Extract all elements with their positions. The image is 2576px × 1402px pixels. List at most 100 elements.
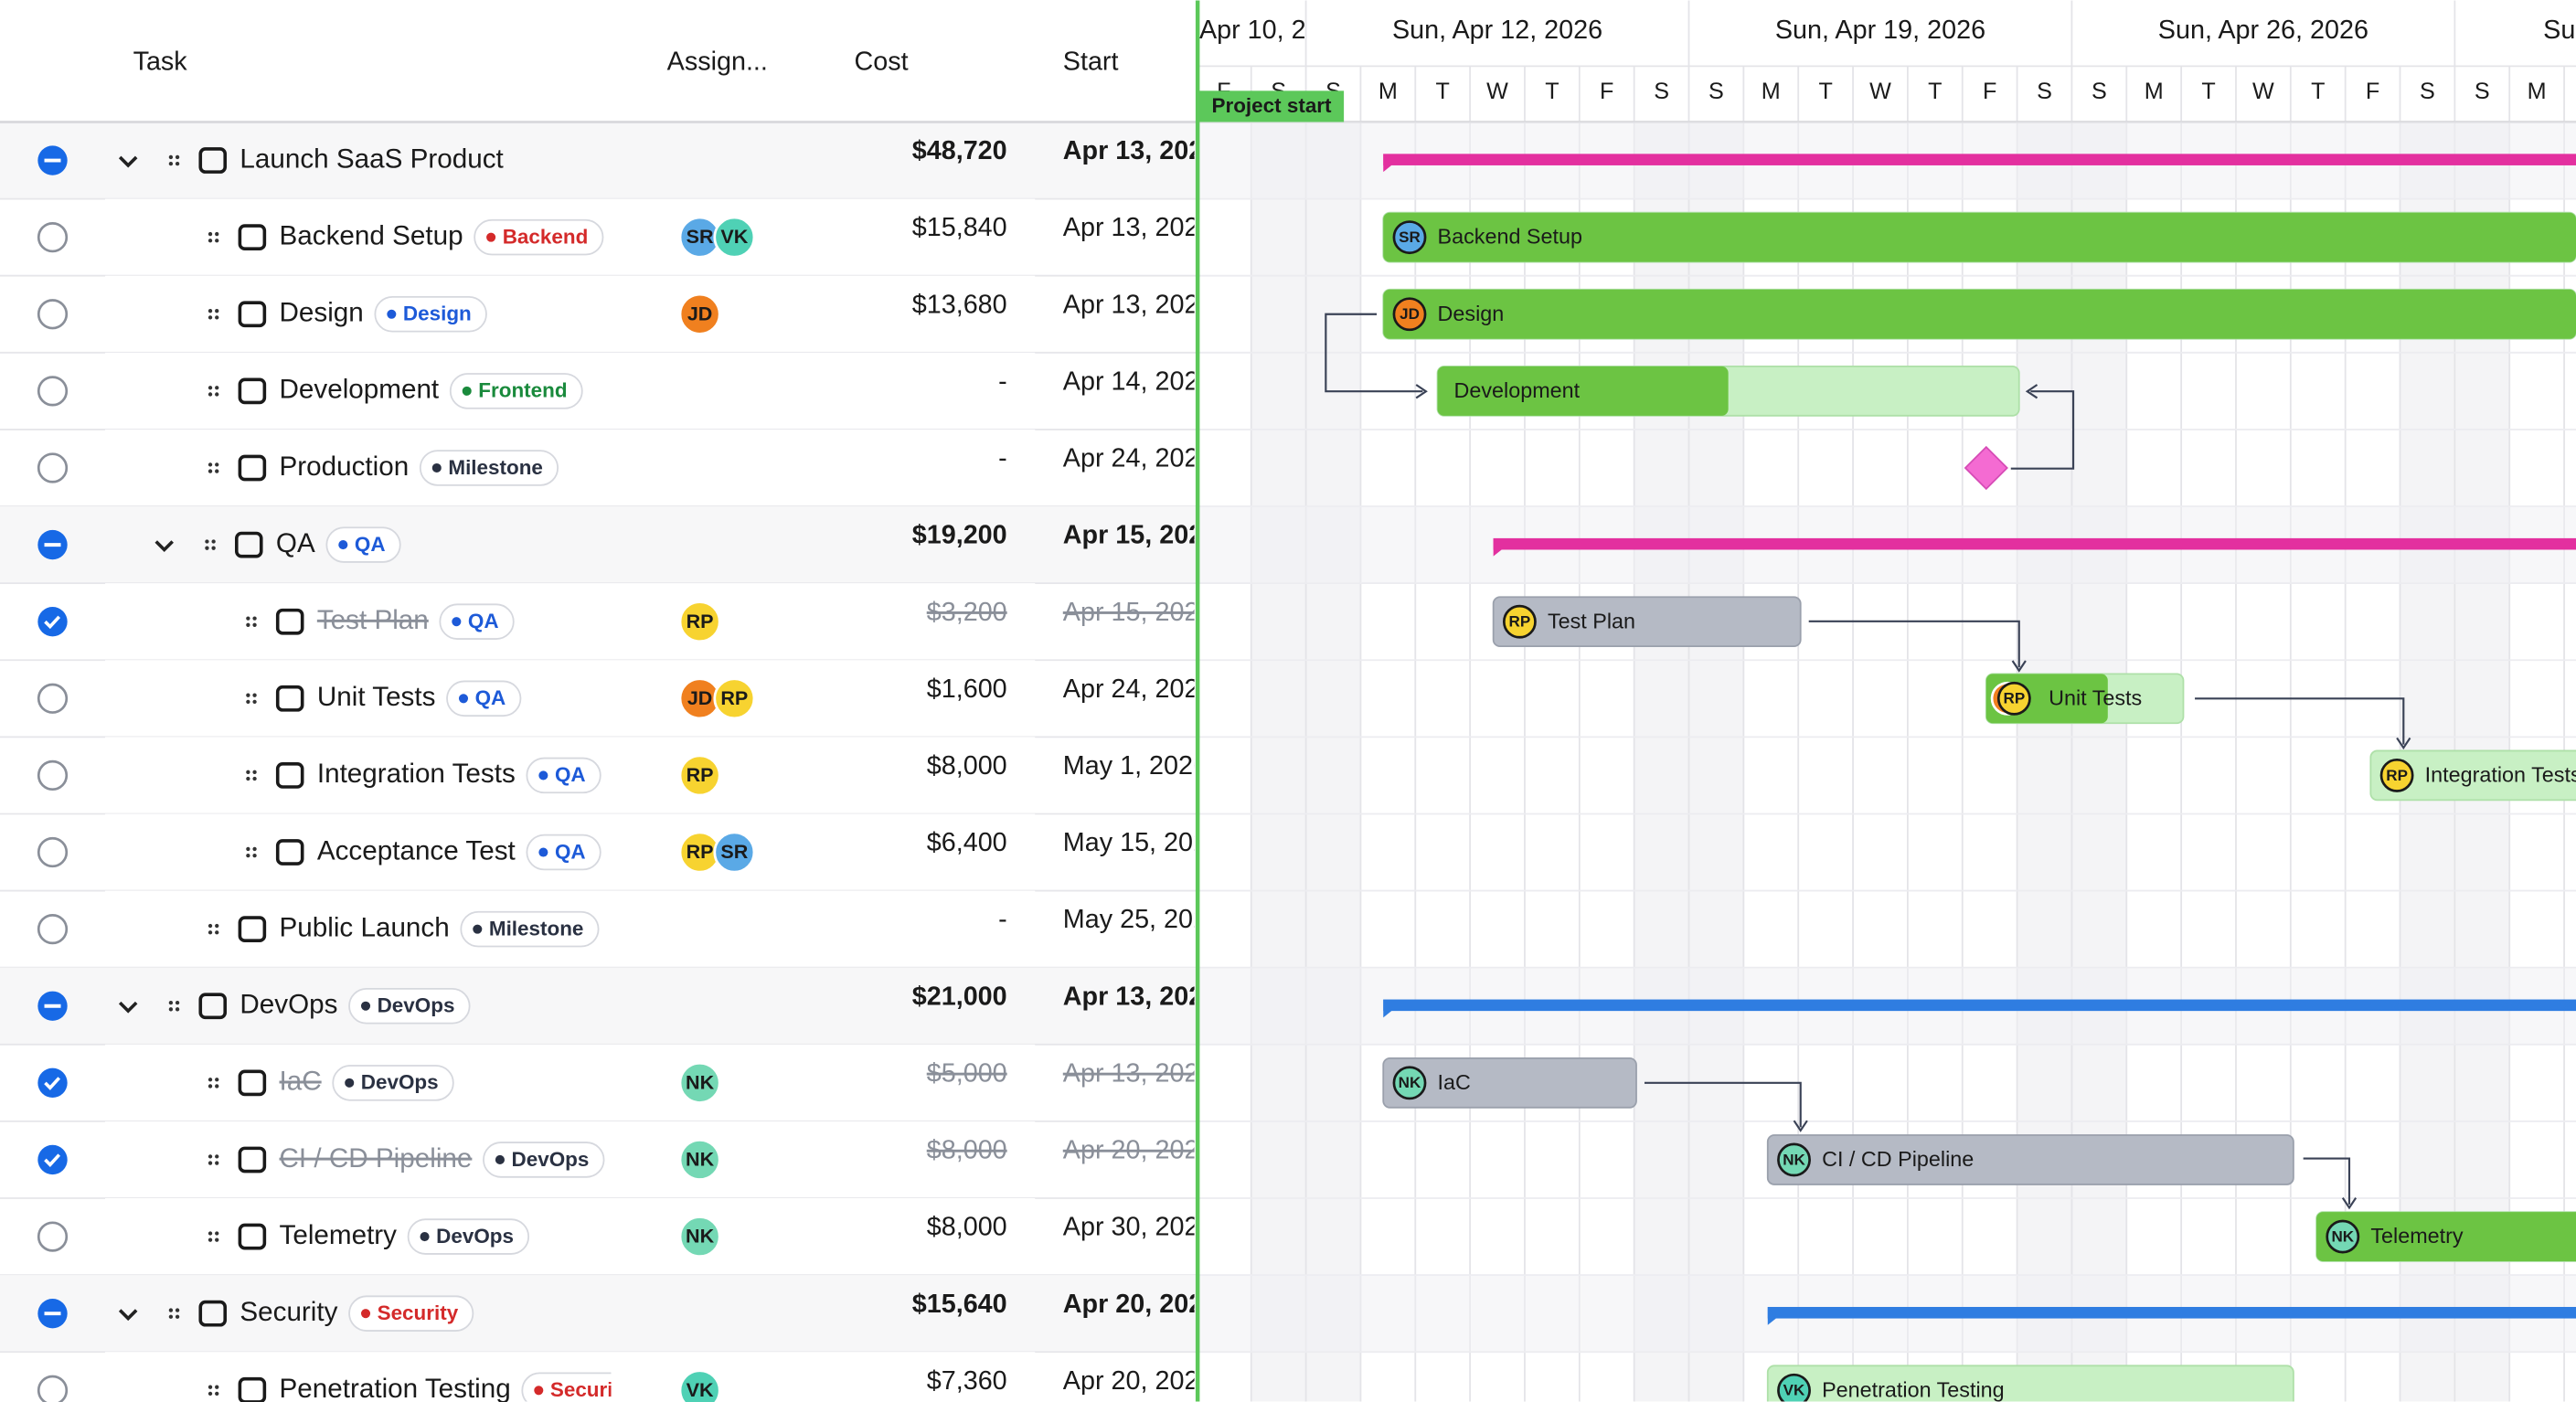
drag-handle-dot	[208, 239, 213, 243]
expand-chevron[interactable]	[118, 1309, 138, 1322]
task-name: Telemetry	[280, 1220, 398, 1250]
checkbox-empty[interactable]	[37, 376, 69, 407]
drag-handle-dot	[246, 699, 250, 705]
checkbox-empty[interactable]	[37, 1375, 69, 1402]
avatar-initials: SR	[687, 225, 714, 248]
avatar	[1777, 1142, 1811, 1177]
row-checkbox[interactable]	[37, 1375, 69, 1402]
tag-chip: DevOps	[348, 987, 471, 1025]
row-checkbox[interactable]	[37, 1067, 68, 1099]
task-name: DevOps	[240, 990, 337, 1020]
tag-dot	[473, 924, 483, 934]
marker-box	[1198, 90, 1345, 122]
task-bar[interactable]	[1766, 1365, 2294, 1402]
task-bar[interactable]	[2369, 749, 2576, 802]
milestone[interactable]	[1964, 445, 2008, 491]
task-cost: $7,360	[927, 1366, 1007, 1396]
row-checkbox[interactable]	[37, 299, 69, 330]
expand-chevron[interactable]	[118, 155, 138, 168]
summary-cap	[1383, 999, 1392, 1018]
task-start: Apr 30, 2026	[1063, 1213, 1214, 1242]
task-bar[interactable]	[1382, 1057, 1637, 1109]
tag-bg	[449, 373, 583, 409]
task-icon	[238, 224, 267, 251]
dependency-arrow	[1644, 1081, 1808, 1132]
row-checkbox[interactable]	[37, 145, 68, 175]
row-checkbox[interactable]	[37, 836, 69, 868]
task-name: Development	[280, 375, 440, 405]
task-cost: $8,000	[927, 1213, 1007, 1242]
checkbox-empty[interactable]	[37, 222, 69, 253]
checkbox-tick[interactable]	[44, 615, 61, 630]
avatar-initials: JD	[687, 686, 713, 709]
drag-handle-dot	[208, 1237, 213, 1242]
avatar	[2326, 1219, 2360, 1254]
drag-handle-dot	[208, 315, 213, 320]
row-checkbox[interactable]	[37, 452, 69, 483]
summary-bar[interactable]	[1383, 154, 2576, 165]
avatar	[678, 292, 721, 335]
expand-chevron[interactable]	[118, 1001, 138, 1014]
bar-label: Design	[1438, 302, 1505, 325]
row-bg-cell	[105, 1044, 1036, 1121]
row-checkbox[interactable]	[37, 607, 68, 637]
tag-chip: Security	[521, 1372, 612, 1402]
tag-bg	[348, 987, 471, 1025]
row-checkbox[interactable]	[37, 683, 69, 714]
expand-chevron[interactable]	[154, 540, 174, 553]
checkbox-tick[interactable]	[44, 1077, 61, 1090]
row-checkbox[interactable]	[37, 376, 69, 407]
row-checkbox[interactable]	[37, 914, 69, 945]
task-start: Apr 20, 2026	[1063, 1366, 1214, 1396]
drag-handle-dot	[211, 539, 216, 544]
row-checkbox[interactable]	[37, 1221, 69, 1252]
task-icon	[238, 1069, 267, 1097]
day-label: M	[2528, 79, 2547, 104]
drag-handle-dot	[208, 469, 213, 473]
tag-dot	[462, 386, 472, 396]
tag-bg	[483, 1142, 605, 1178]
checkbox-empty[interactable]	[37, 299, 69, 330]
row-checkbox[interactable]	[37, 1298, 68, 1329]
checkbox-empty[interactable]	[37, 836, 69, 868]
drag-handle-dot	[211, 546, 216, 550]
checkbox-empty[interactable]	[37, 759, 69, 791]
checkbox-empty[interactable]	[37, 1221, 69, 1252]
tag-chip: DevOps	[332, 1065, 454, 1101]
week-label: Apr 10, 2026	[1199, 16, 1350, 45]
summary-bar[interactable]	[1493, 537, 2576, 550]
drag-handle-dot	[208, 386, 213, 390]
task-progress	[1383, 212, 2576, 262]
summary-bar[interactable]	[1767, 1306, 2576, 1319]
checkbox-empty[interactable]	[37, 683, 69, 714]
task-name: IaC	[280, 1067, 322, 1097]
dependency-arrow	[2303, 1157, 2358, 1210]
task-name: Backend Setup	[280, 220, 463, 250]
row-checkbox[interactable]	[37, 991, 68, 1021]
task-icon	[238, 377, 267, 405]
drag-handle-dot	[246, 622, 250, 627]
drag-handle-dot	[205, 546, 209, 550]
checkbox-empty[interactable]	[37, 452, 69, 483]
drag-handle-dot	[252, 770, 257, 774]
task-name: Production	[280, 451, 410, 482]
checkbox-empty[interactable]	[37, 914, 69, 945]
tag-chip: QA	[325, 526, 401, 563]
task-bar[interactable]	[1766, 1134, 2294, 1185]
tag-dot	[345, 1078, 355, 1088]
day-label: M	[1762, 79, 1781, 104]
task-name: Unit Tests	[317, 682, 436, 712]
row-checkbox[interactable]	[37, 529, 68, 560]
row-checkbox[interactable]	[37, 222, 69, 253]
avatar-initials: NK	[1399, 1074, 1421, 1091]
task-name: CI / CD Pipeline	[280, 1143, 473, 1174]
task-icon	[275, 685, 304, 712]
row-checkbox[interactable]	[37, 1144, 68, 1175]
summary-bar[interactable]	[1383, 999, 2576, 1012]
task-start: Apr 24, 2026	[1063, 674, 1214, 704]
task-cost: $3,200	[927, 598, 1007, 627]
task-bar[interactable]	[1492, 596, 1802, 648]
task-icon	[234, 531, 263, 558]
row-checkbox[interactable]	[37, 759, 69, 791]
checkbox-tick[interactable]	[44, 1153, 61, 1167]
